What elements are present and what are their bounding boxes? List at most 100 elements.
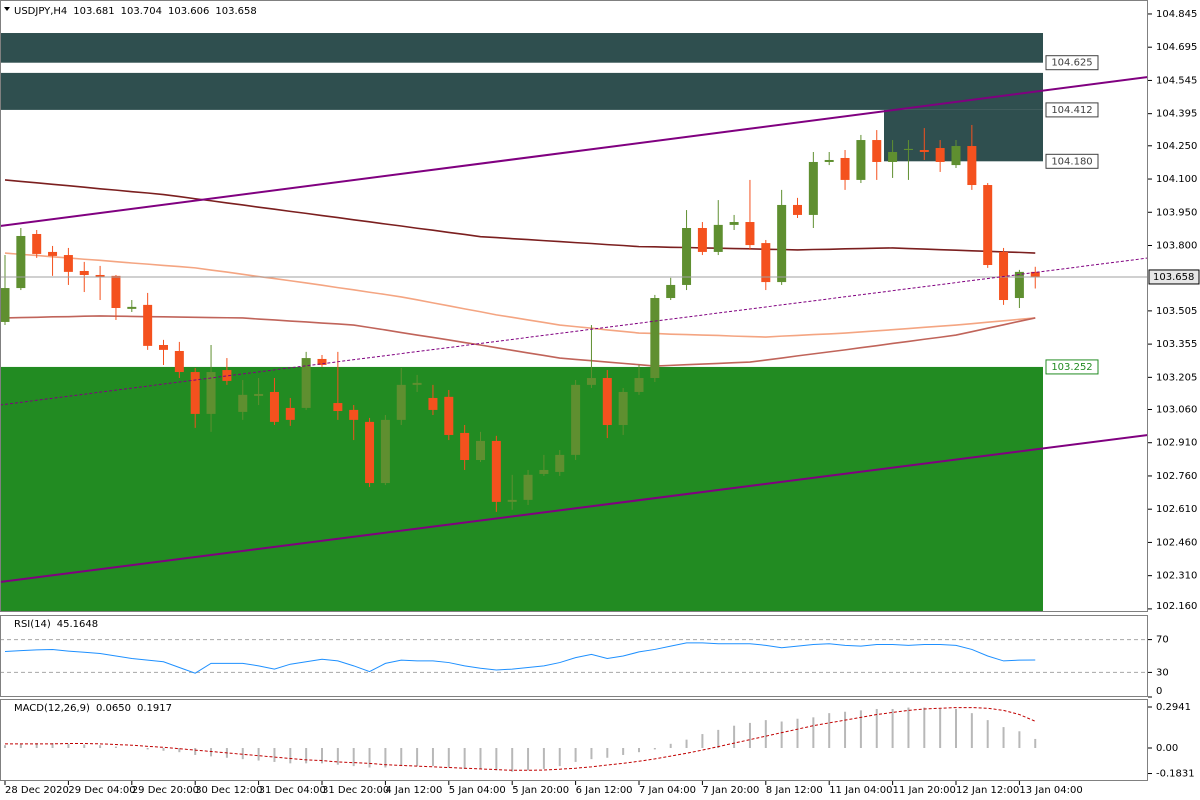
candle-body (190, 372, 200, 414)
trendline (0, 434, 1149, 583)
legend-value: 103.606 (168, 6, 209, 17)
x-tick-label: 11 Jan 20:00 (893, 785, 956, 796)
x-tick-label: 5 Jan 04:00 (449, 785, 506, 796)
candle-body (79, 270, 89, 275)
candle-body (95, 274, 105, 277)
candle-body (380, 419, 390, 484)
candle-body (697, 228, 707, 252)
candle-body (729, 222, 739, 225)
x-tick-label: 11 Jan 04:00 (829, 785, 892, 796)
candle-body (777, 204, 787, 283)
y-tick-label: 104.395 (1156, 109, 1197, 120)
candle-body (888, 152, 898, 162)
zone (0, 366, 1043, 612)
trendline (0, 76, 1149, 227)
x-tick-label: 29 Dec 04:00 (68, 785, 135, 796)
candle-body (793, 204, 802, 215)
y-tick-label: 102.760 (1156, 471, 1197, 482)
candle-body (523, 474, 533, 500)
y-tick-label: 103.205 (1156, 372, 1197, 383)
series-line (4, 179, 1036, 254)
x-tick-label: 29 Dec 20:00 (132, 785, 199, 796)
candle-body (1014, 271, 1024, 299)
candle-body (206, 372, 216, 414)
candle-body (32, 233, 42, 254)
level-label-box (1045, 153, 1099, 169)
x-tick-label: 4 Jan 12:00 (385, 785, 442, 796)
panel-title: USDJPY,H4 (14, 6, 67, 17)
candle-body (428, 397, 438, 410)
level-label: 104.180 (1051, 156, 1092, 167)
y-tick-label: 102.610 (1156, 504, 1197, 515)
x-tick-label: 7 Jan 20:00 (702, 785, 759, 796)
candle-body (159, 344, 168, 350)
candle-body (269, 391, 279, 422)
y-tick-label: 104.545 (1156, 75, 1197, 86)
y-tick-label: 103.950 (1156, 207, 1197, 218)
trendline (0, 257, 1149, 406)
x-tick-label: 31 Dec 04:00 (259, 785, 326, 796)
candle-body (967, 146, 977, 186)
y-tick-label: 102.310 (1156, 571, 1197, 582)
panel-title: RSI(14) (14, 619, 51, 630)
candle-body (16, 235, 26, 289)
y-tick-label: 104.695 (1156, 42, 1197, 53)
x-tick-label: 6 Jan 12:00 (576, 785, 633, 796)
zone (0, 33, 1043, 63)
level-label-box (1045, 359, 1099, 375)
candle-body (618, 391, 628, 425)
candle-body (349, 409, 359, 420)
last-price-label: 103.658 (1153, 272, 1194, 283)
x-tick-label: 12 Jan 12:00 (956, 785, 1019, 796)
level-label-box (1045, 55, 1099, 71)
candle-body (999, 251, 1009, 301)
y-tick-label: 103.355 (1156, 339, 1197, 350)
candle-body (951, 146, 961, 166)
candle-body (919, 150, 929, 153)
panel-frame (0, 0, 1148, 612)
y-tick-label: 70 (1156, 635, 1169, 646)
candle-body (476, 440, 485, 460)
candle-body (143, 304, 153, 346)
series-line (4, 642, 1036, 674)
candle-body (254, 393, 264, 396)
series-line (5, 707, 1036, 771)
candle-body (571, 384, 581, 455)
menu-triangle (4, 7, 10, 11)
candle-body (872, 140, 882, 162)
candle-body (127, 306, 137, 309)
candle-body (650, 298, 660, 379)
y-tick-label: 102.910 (1156, 438, 1197, 449)
y-tick-label: 30 (1156, 667, 1169, 678)
candle-body (460, 432, 470, 460)
candle-body (840, 157, 850, 180)
legend-value: 103.658 (215, 6, 256, 17)
zone (884, 109, 1043, 162)
panel-title: MACD(12,26,9) (14, 703, 90, 714)
level-label-box (1045, 102, 1099, 118)
legend-value: 103.704 (121, 6, 162, 17)
candle-body (634, 378, 644, 392)
series-line (4, 252, 1036, 338)
candle-body (824, 159, 834, 162)
candle-body (808, 161, 818, 215)
candle-body (222, 370, 232, 381)
series-line (4, 315, 1036, 367)
candle-body (444, 396, 454, 435)
legend-value: 0.1917 (137, 703, 172, 714)
candle-body (602, 378, 612, 425)
candle-body (666, 284, 676, 299)
level-label: 103.252 (1051, 362, 1092, 373)
x-tick-label: 13 Jan 04:00 (1019, 785, 1082, 796)
candle-body (412, 382, 422, 385)
y-tick-label: 103.505 (1156, 306, 1197, 317)
level-label: 104.412 (1051, 105, 1092, 116)
y-tick-label: 103.800 (1156, 241, 1197, 252)
candle-body (983, 185, 993, 266)
panel-frame (0, 615, 1148, 697)
y-tick-label: 104.250 (1156, 141, 1197, 152)
candle-body (63, 255, 73, 272)
candle-body (586, 378, 596, 385)
candle-body (396, 384, 406, 420)
